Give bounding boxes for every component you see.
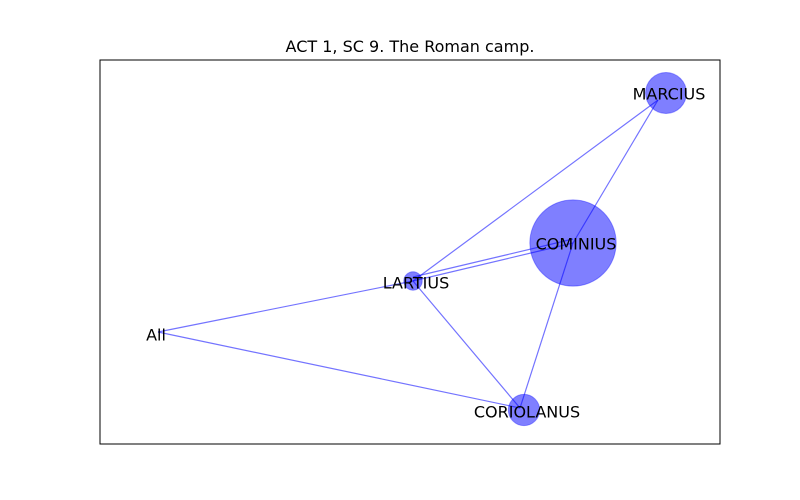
node-label-coriolanus: CORIOLANUS (474, 403, 580, 422)
nodes-layer (403, 72, 687, 427)
plot-frame (99, 59, 721, 445)
node-label-cominius: COMINIUS (536, 235, 617, 254)
node-cominius[interactable] (529, 199, 617, 287)
edge-lartius-coriolanus (412, 280, 521, 409)
node-lartius[interactable] (403, 271, 423, 291)
labels-layer: MARCIUS COMINIUS LARTIUS All CORIOLANUS (146, 85, 705, 422)
edge-all-coriolanus (157, 331, 521, 409)
node-label-all: All (146, 326, 166, 345)
node-label-marcius: MARCIUS (633, 85, 706, 104)
edge-all-lartius (157, 280, 414, 333)
node-label-lartius: LARTIUS (383, 274, 450, 293)
node-coriolanus[interactable] (507, 393, 541, 427)
edge-lartius-marcius (412, 99, 659, 282)
node-marcius[interactable] (645, 72, 687, 114)
diagram-title: ACT 1, SC 9. The Roman camp. (286, 37, 535, 56)
